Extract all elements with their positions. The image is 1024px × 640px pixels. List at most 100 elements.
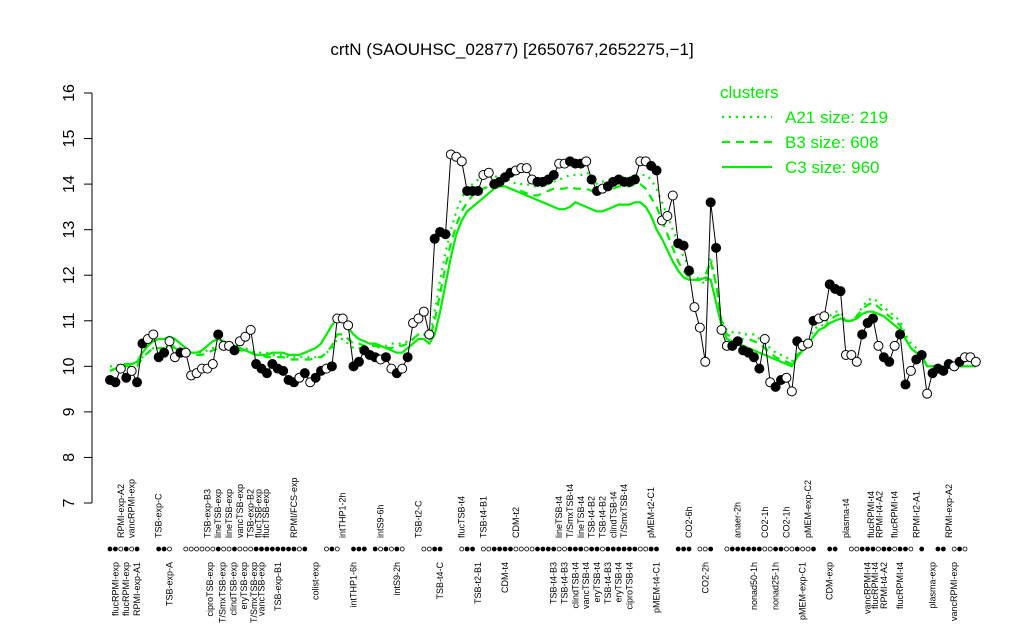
y-tick-label: 14 <box>61 175 78 193</box>
sample-point <box>164 336 175 347</box>
strip-marker <box>778 546 784 552</box>
strip-marker <box>329 546 335 552</box>
x-tick-label: eryTSB-exp <box>239 562 249 610</box>
x-tick-label: TSB-t2-C <box>413 500 423 538</box>
sample-point <box>413 313 424 324</box>
x-tick-label: CO2-2h <box>700 562 710 594</box>
x-tick-label: anaer-2h <box>733 502 743 538</box>
x-tick-label: flucRPMI-t4 <box>890 491 900 538</box>
strip-marker <box>940 546 946 552</box>
x-tick-label: clindTSB-t4 <box>608 491 618 538</box>
x-tick-label: CO2-6h <box>684 506 694 538</box>
strip-marker <box>161 546 167 552</box>
x-tick-label: RPMI/FCS-exp <box>289 477 299 538</box>
strip-marker <box>811 546 816 552</box>
strip-marker <box>372 546 378 552</box>
strip-marker <box>378 546 383 552</box>
sample-point <box>857 329 868 340</box>
y-tick-label: 13 <box>61 221 78 239</box>
strip-marker <box>226 546 232 552</box>
sample-point <box>148 329 159 340</box>
sample-point <box>180 347 191 358</box>
strip-marker <box>167 546 172 552</box>
sample-point <box>781 372 792 383</box>
strip-marker <box>870 546 876 552</box>
sample-point <box>207 359 218 370</box>
strip-marker <box>123 546 129 552</box>
strip-marker <box>518 546 524 552</box>
chart-title: crtN (SAOUHSC_02877) [2650767,2652275,−1… <box>330 40 693 59</box>
strip-marker <box>205 546 210 552</box>
sample-point <box>895 329 906 340</box>
strip-marker <box>502 546 508 552</box>
sample-point <box>429 233 440 244</box>
strip-marker <box>291 546 297 552</box>
strip-marker <box>470 546 475 552</box>
sample-point <box>483 167 494 178</box>
sample-point <box>132 377 143 388</box>
sample-point <box>380 352 391 363</box>
x-tick-label: pMEM-exp-C1 <box>798 562 808 620</box>
strip-marker <box>491 546 497 552</box>
sample-marker-strip <box>107 546 968 552</box>
x-tick-label: TSB-exp-B2 <box>246 489 256 538</box>
strip-marker <box>919 546 925 552</box>
x-tick-label: pMEM-t4-C1 <box>652 562 662 613</box>
strip-marker <box>248 546 254 552</box>
strip-marker <box>643 546 649 552</box>
sample-point <box>115 363 126 374</box>
sample-point <box>326 361 337 372</box>
strip-marker <box>648 546 654 552</box>
strip-marker <box>545 546 551 552</box>
x-tick-label: pMEM-exp-C2 <box>803 480 813 538</box>
x-tick-label: nonad50-1h <box>749 562 759 610</box>
x-tick-label: RPMI-t4-A2 <box>875 491 885 538</box>
x-tick-label: intTHP1-6h <box>349 562 359 608</box>
strip-marker <box>746 546 751 552</box>
x-tick-label: TSB-exp-C <box>154 493 164 538</box>
strip-marker <box>751 546 757 552</box>
sample-series <box>105 149 981 399</box>
strip-marker <box>681 546 687 552</box>
sample-point <box>900 379 911 390</box>
y-tick-label: 16 <box>61 84 78 102</box>
sample-point <box>245 324 256 335</box>
sample-point <box>261 368 272 379</box>
strip-marker <box>583 546 589 552</box>
strip-marker <box>302 546 308 552</box>
x-tick-label: eryTSB-t4 <box>592 562 602 603</box>
strip-marker <box>784 546 789 552</box>
strip-marker <box>426 546 432 552</box>
strip-marker <box>962 546 968 552</box>
y-tick-label: 15 <box>61 130 78 148</box>
sample-point <box>418 306 429 317</box>
sample-point <box>402 352 413 363</box>
sample-point <box>440 229 451 240</box>
strip-marker <box>486 546 492 552</box>
x-tick-label: vancTSB-t4 <box>581 562 591 609</box>
strip-marker <box>269 546 275 552</box>
strip-marker <box>827 546 833 552</box>
y-tick-label: 12 <box>61 266 78 284</box>
x-tick-label: CDM-exp <box>825 562 835 600</box>
strip-marker <box>280 546 286 552</box>
strip-marker <box>935 546 941 552</box>
x-tick-label: ciproTSB-t4 <box>624 562 634 610</box>
strip-marker <box>194 546 199 552</box>
x-tick-label: T/SmxTSB-exp <box>249 562 259 623</box>
x-tick-label: flucTSB-exp <box>253 489 263 538</box>
strip-marker <box>259 546 264 552</box>
sample-point <box>916 349 927 360</box>
x-tick-label: vancRPMI-t4 <box>863 562 873 614</box>
sample-point <box>846 349 857 360</box>
x-tick-label: CDM-t2 <box>511 507 521 538</box>
strip-marker <box>199 546 205 552</box>
strip-marker <box>551 546 557 552</box>
strip-marker <box>578 546 584 552</box>
strip-marker <box>286 546 291 552</box>
sample-point <box>581 156 592 167</box>
sample-point <box>786 386 797 397</box>
strip-marker <box>394 546 400 552</box>
strip-marker <box>876 546 881 552</box>
strip-marker <box>632 546 638 552</box>
